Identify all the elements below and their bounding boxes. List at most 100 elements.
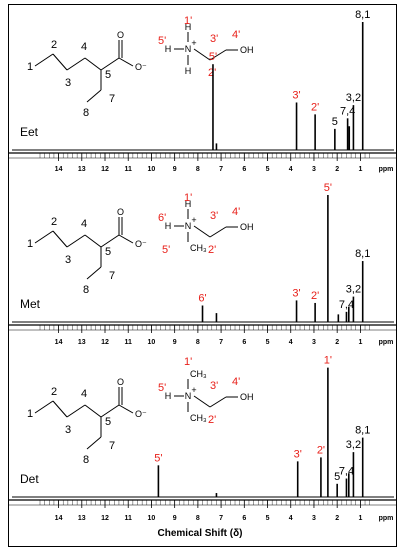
x-tick-label: 13 [78,515,86,522]
anion-label: 8 [83,284,89,296]
cation-hydrogen: H [185,199,192,209]
x-tick-label: 14 [55,166,63,173]
x-tick-label: 5 [266,339,270,346]
cation-charge: + [191,385,196,395]
peak-label: 1' [324,355,332,367]
x-tick-label: 8 [196,515,200,522]
anion-label: 1 [27,408,33,420]
anion-label: 3 [65,424,71,436]
anion-bond [52,53,68,71]
cation-nitrogen: N [185,44,192,54]
anion-bond-o [118,404,134,414]
anion-oxide: O⁻ [135,62,147,72]
x-tick-label: 3 [312,515,316,522]
x-tick-label: 6 [242,339,246,346]
anion-label: 5 [105,246,111,258]
peak-label: 3,2 [346,284,361,296]
x-tick-label: 13 [78,166,86,173]
peak-label: 5' [209,51,217,63]
peak-label: 3' [292,89,300,101]
cation-label: 1' [184,192,192,204]
x-tick-label: 3 [312,166,316,173]
anion-bond [34,53,54,67]
anion-bond [34,230,54,244]
cation-bond [209,396,227,408]
cation-hydrogen: H [165,221,172,231]
x-tick-label: 8 [196,339,200,346]
panel-label: Eet [20,125,39,139]
cation-label: 2' [208,244,216,256]
anion-bond [66,234,86,248]
x-tick-label: 7 [219,166,223,173]
anion-bond-o [118,234,134,244]
x-tick-label: 14 [55,339,63,346]
x-tick-label: 4 [289,339,293,346]
anion-label: 2 [51,386,57,398]
cation-bond [209,226,227,238]
peak-label: 7,4 [340,105,355,117]
peak-label: 7,4 [339,299,354,311]
peak-label: 3,2 [346,92,361,104]
anion-bond [52,230,68,248]
x-tick-label: 2 [335,339,339,346]
cation-label: 5' [158,382,166,394]
x-unit-label: ppm [379,339,394,346]
peak-label: 6' [198,292,206,304]
panel-label: Met [20,297,41,311]
x-tick-label: 5 [266,166,270,173]
x-tick-label: 3 [312,339,316,346]
anion-label: 7 [109,93,115,105]
anion-label: 8 [83,454,89,466]
cation-methyl: CH₃ [190,243,207,253]
anion-bond [100,57,120,71]
peak-label: 5' [324,182,332,194]
anion-label: 5 [105,416,111,428]
cation-structure: N+ OH H H CH₃ 1' 6' 3' 4' 2' 5' [158,192,254,256]
x-tick-label: 7 [219,339,223,346]
peak-label: 5 [334,471,340,483]
anion-oxygen: O [117,30,124,40]
cation-bond [193,48,211,61]
x-tick-label: 10 [148,515,156,522]
anion-label: 8 [83,107,89,119]
cation-hydrogen: H [165,44,172,54]
peak-label: 5 [332,116,338,128]
peak-label: 2' [311,101,319,113]
anion-label: 1 [27,238,33,250]
cation-bond [193,395,211,408]
cation-methyl: CH₃ [190,413,207,423]
cation-label: 4' [232,376,240,388]
cation-label: 4' [232,29,240,41]
peak-label: 3,2 [346,439,361,451]
anion-oxide: O⁻ [135,239,147,249]
peak-label: 8,1 [355,248,370,260]
anion-bond [34,400,54,414]
x-tick-label: 10 [148,339,156,346]
x-tick-label: 8 [196,166,200,173]
cation-label: 2' [208,414,216,426]
x-tick-label: 9 [173,166,177,173]
anion-label: 3 [65,77,71,89]
x-tick-label: 1 [358,339,362,346]
peak-label: 7,4 [339,466,354,478]
anion-bond [100,404,120,418]
x-tick-label: 9 [173,339,177,346]
cation-charge: + [191,215,196,225]
cation-label: 6' [158,212,166,224]
x-tick-label: 5 [266,515,270,522]
x-tick-label: 12 [101,166,109,173]
anion-structure: O O⁻ 1 2 3 4 5 7 8 [27,377,147,466]
x-tick-label: 6 [242,515,246,522]
anion-label: 2 [51,39,57,51]
anion-label: 7 [109,440,115,452]
cation-label: 2' [208,67,216,79]
cation-label: 3' [210,210,218,222]
cation-nitrogen: N [185,391,192,401]
figure-frame [8,4,397,547]
x-tick-label: 1 [358,166,362,173]
